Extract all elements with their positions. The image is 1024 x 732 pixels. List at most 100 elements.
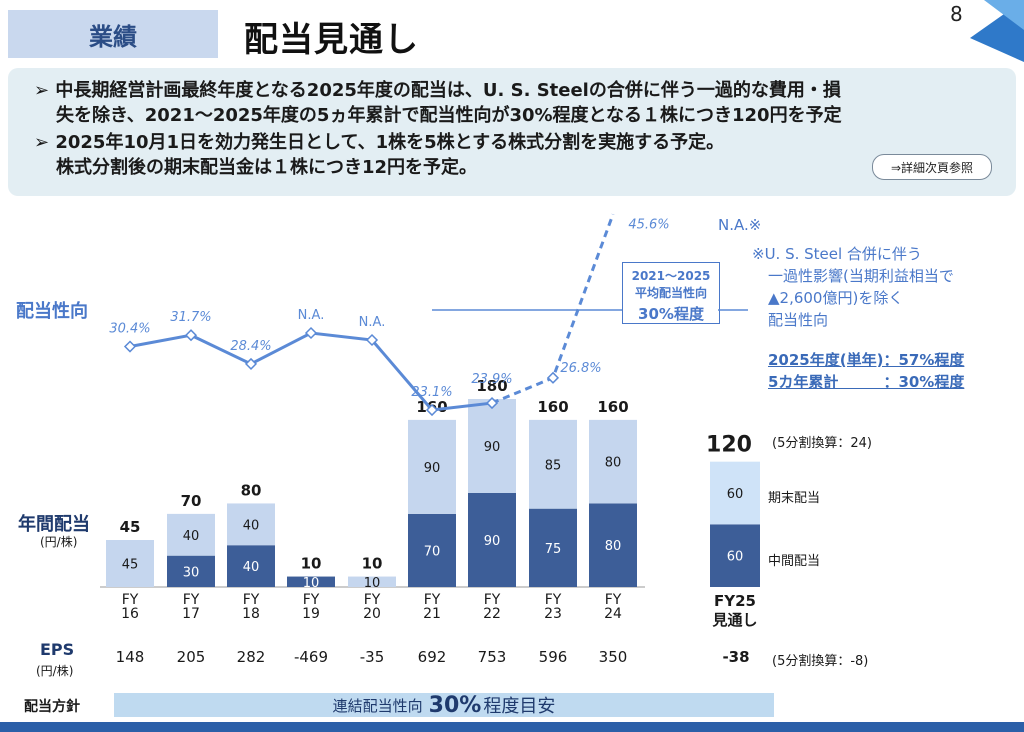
bar-interim-label: 40 <box>243 560 260 575</box>
eps-label: EPS <box>40 640 75 659</box>
bar-final-label: 90 <box>424 461 441 476</box>
bar-total-label: 45 <box>120 518 141 536</box>
avg-payout-box-value: 30%程度 <box>638 305 704 323</box>
payout-ratio-point <box>365 333 379 347</box>
payout-ratio-value-label: 28.4% <box>230 339 271 354</box>
bar-interim-segment <box>710 524 760 587</box>
bar-interim-label: 75 <box>545 542 562 557</box>
bar-final-label: 40 <box>243 518 260 533</box>
section-tab: 業績 <box>8 10 218 58</box>
x-tick-label-line2: 19 <box>302 606 320 622</box>
payout-ratio-label: 配当性向 <box>16 301 88 322</box>
x-tick-label: FY <box>605 592 622 608</box>
x-tick-label: FY <box>303 592 320 608</box>
payout-ratio-value-label: 45.6% <box>628 217 669 232</box>
eps-value: 692 <box>417 648 447 666</box>
detail-reference-link[interactable]: ⇒詳細次頁参照 <box>872 154 992 180</box>
bar-final-segment <box>408 419 456 514</box>
summary-bullet-2-line-1: ➢ 2025年10月1日を効力発生日として、1株を5株とする株式分割を実施する予… <box>34 132 725 153</box>
bar-interim-segment <box>408 513 456 587</box>
bar-total-label: 10 <box>362 555 383 573</box>
x-tick-label-line2: 17 <box>182 606 200 622</box>
bar-total-label: 120 <box>706 433 752 458</box>
bar-final-label: 90 <box>484 440 501 455</box>
x-tick-label-line2: 20 <box>363 606 381 622</box>
x-tick-label: FY <box>364 592 381 608</box>
payout-ratio-point <box>425 403 439 417</box>
bar-interim-segment <box>227 545 275 587</box>
payout-ratio-point <box>123 340 137 353</box>
x-tick-label-line2: 21 <box>423 606 441 622</box>
legend-final-dividend: 期末配当 <box>768 491 821 506</box>
bar-final-segment <box>167 513 215 556</box>
bar-interim-segment <box>589 503 637 587</box>
bar-total-label: 80 <box>241 481 262 499</box>
bar-final-label: 10 <box>364 576 381 591</box>
bar-total-label: 160 <box>537 398 568 416</box>
x-tick-label: FY <box>122 592 139 608</box>
bar-interim-label: 60 <box>727 550 744 565</box>
page-number: 8 <box>950 2 963 26</box>
bar-final-segment <box>106 540 154 587</box>
dividend-policy-label: 配当方針 <box>24 699 80 715</box>
eps-value: 148 <box>115 648 145 666</box>
payout-ratio-value-label: N.A. <box>359 315 386 330</box>
bar-final-segment <box>227 503 275 546</box>
x-tick-label: FY <box>545 592 562 608</box>
note-line-2: 一過性影響(当期利益相当で <box>768 267 954 285</box>
eps-value: 205 <box>176 648 206 666</box>
eps-value: 753 <box>477 648 507 666</box>
payout-ratio-value-label: 30.4% <box>109 322 150 337</box>
bar-interim-label: 90 <box>484 534 501 549</box>
bar-final-label: 40 <box>183 529 200 544</box>
payout-summary-line-2: 5カ年累計 ：30%程度 <box>768 373 965 391</box>
payout-summary-line-1: 2025年度(単年)：57%程度 <box>768 351 965 369</box>
bar-interim-segment <box>529 508 577 587</box>
x-tick-label-line2: 18 <box>242 606 260 622</box>
bottom-strip <box>0 722 1024 732</box>
bar-final-label: 60 <box>727 487 744 502</box>
eps-value: -35 <box>359 648 385 666</box>
bar-interim-label: 70 <box>424 544 441 559</box>
bar-interim-label: 30 <box>183 565 200 580</box>
payout-ratio-value-label: 23.1% <box>411 385 452 400</box>
payout-ratio-value-label: N.A. <box>298 308 325 323</box>
payout-ratio-point <box>304 326 318 340</box>
x-tick-label-line2: 16 <box>121 606 139 622</box>
summary-bullet-2-line-2: 株式分割後の期末配当金は１株につき12円を予定。 <box>56 157 478 178</box>
x-tick-label-line2: 見通し <box>711 611 757 629</box>
x-tick-label: FY25 <box>714 592 756 610</box>
policy-text-big: 30% <box>428 692 482 718</box>
bar-final-segment <box>589 419 637 504</box>
page-title: 配当見通し <box>244 20 419 60</box>
bar-interim-segment <box>167 555 215 587</box>
bar-final-segment <box>348 576 396 587</box>
bar-final-segment <box>710 461 760 525</box>
bar-final-label: 45 <box>122 558 139 573</box>
eps-unit: (円/株) <box>36 664 74 678</box>
x-tick-label-line2: 24 <box>604 606 622 622</box>
x-tick-label: FY <box>424 592 441 608</box>
policy-text-prefix: 連結配当性向 <box>332 696 423 715</box>
dividend-policy-bar: 連結配当性向 30% 程度目安 <box>114 692 774 718</box>
x-tick-label-line2: 23 <box>544 606 562 622</box>
payout-ratio-point <box>244 357 258 370</box>
bar-interim-label: 80 <box>605 539 622 554</box>
payout-ratio-point <box>184 329 198 342</box>
eps-value: 596 <box>538 648 568 666</box>
eps-fy25-note: (5分割換算：-8) <box>772 654 869 669</box>
x-tick-label-line2: 22 <box>483 606 501 622</box>
avg-payout-box: 2021～2025 平均配当性向 30%程度 <box>622 262 720 324</box>
bar-final-label: 85 <box>545 458 562 473</box>
bar-final-label: 80 <box>605 456 622 471</box>
legend-interim-dividend: 中間配当 <box>768 554 821 569</box>
bar-interim-segment <box>287 576 335 587</box>
policy-text-suffix: 程度目安 <box>483 696 556 717</box>
bar-interim-segment <box>468 493 516 587</box>
bar-final-segment <box>529 419 577 509</box>
payout-ratio-value-label: 31.7% <box>170 310 211 325</box>
bar-interim-label: 10 <box>303 576 320 591</box>
bar-final-segment <box>468 399 516 493</box>
note-line-1: ※U. S. Steel 合併に伴う <box>752 245 922 263</box>
